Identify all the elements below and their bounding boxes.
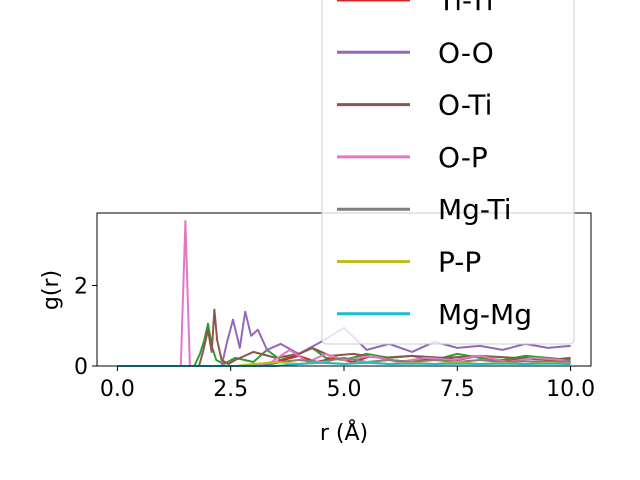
- x-tick-label: 5.0: [327, 377, 362, 402]
- series-line-7: [117, 361, 571, 367]
- legend-label: O-O: [438, 36, 494, 69]
- legend-label: Mg-Ti: [438, 193, 512, 226]
- x-tick-label: 10.0: [546, 377, 595, 402]
- x-axis-ticks: 0.0 2.5 5.0 7.5 10.0: [100, 366, 595, 402]
- legend-label: O-Ti: [438, 89, 492, 122]
- x-tick-label: 7.5: [440, 377, 475, 402]
- legend-label: Mg-Mg: [438, 298, 532, 331]
- series-line-4: [117, 220, 571, 367]
- y-tick-label: 0: [74, 355, 88, 380]
- y-tick-label: 2: [74, 274, 88, 299]
- legend-entries: Ti-Ti O-O O-Ti O-P Mg-Ti P-P Mg-Mg: [337, 0, 532, 331]
- y-axis-label: g(r): [39, 270, 64, 310]
- legend-label: P-P: [438, 246, 481, 279]
- legend: Ti-Ti O-O O-Ti O-P Mg-Ti P-P Mg-Mg: [321, 0, 575, 345]
- series-line-2: [117, 310, 571, 367]
- legend-label: Ti-Ti: [437, 0, 494, 17]
- x-axis-label: r (Å): [320, 419, 368, 446]
- legend-label: O-P: [438, 141, 488, 174]
- x-tick-label: 2.5: [213, 377, 248, 402]
- y-axis-ticks: 02: [74, 274, 97, 380]
- series-line-5: [117, 356, 571, 367]
- plot-lines: [117, 220, 571, 367]
- x-tick-label: 0.0: [100, 377, 135, 402]
- legend-box: [321, 0, 575, 345]
